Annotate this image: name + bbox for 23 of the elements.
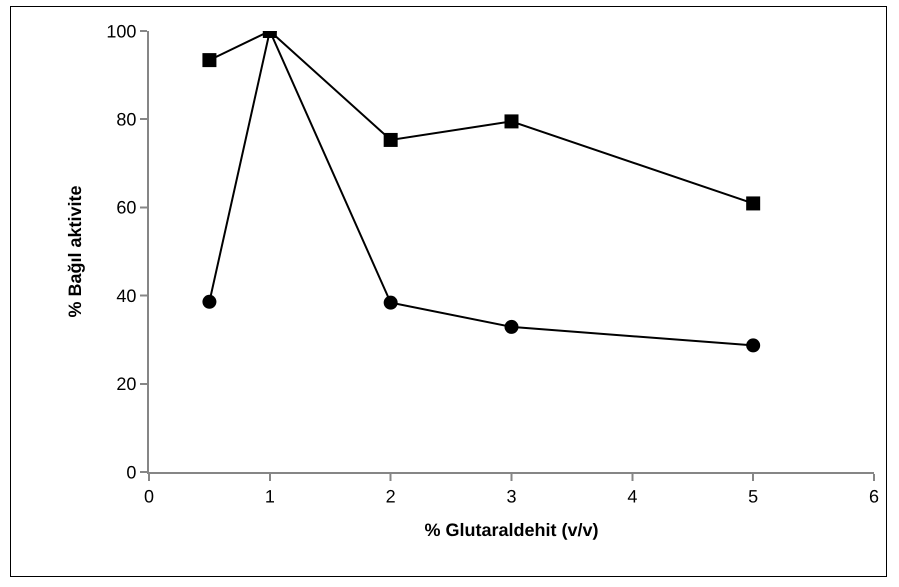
point	[746, 196, 760, 210]
x-tick-label: 0	[144, 486, 154, 507]
point	[384, 296, 398, 310]
point	[746, 338, 760, 352]
y-axis-title: % Bağıl aktivite	[65, 185, 86, 318]
x-tick-label: 6	[868, 486, 880, 507]
x-tick-label: 1	[264, 486, 275, 507]
y-tick-label: 60	[116, 198, 136, 218]
y-tick-label: 40	[116, 286, 136, 306]
y-tick-label: 80	[116, 110, 136, 130]
x-tick-label: 4	[627, 486, 638, 507]
point	[504, 320, 518, 334]
point	[384, 132, 398, 147]
y-tick-label: 20	[116, 374, 136, 394]
x-tick-label: 5	[748, 486, 758, 507]
y-tick-label: 100	[106, 21, 136, 42]
point	[202, 53, 216, 68]
point	[202, 294, 216, 309]
x-axis-title: % Glutaraldehit (v/v)	[424, 520, 599, 540]
y-tick-label: 0	[126, 462, 136, 482]
x-tick-label: 3	[506, 486, 517, 507]
x-tick-label: 2	[386, 486, 396, 507]
point	[504, 114, 518, 128]
